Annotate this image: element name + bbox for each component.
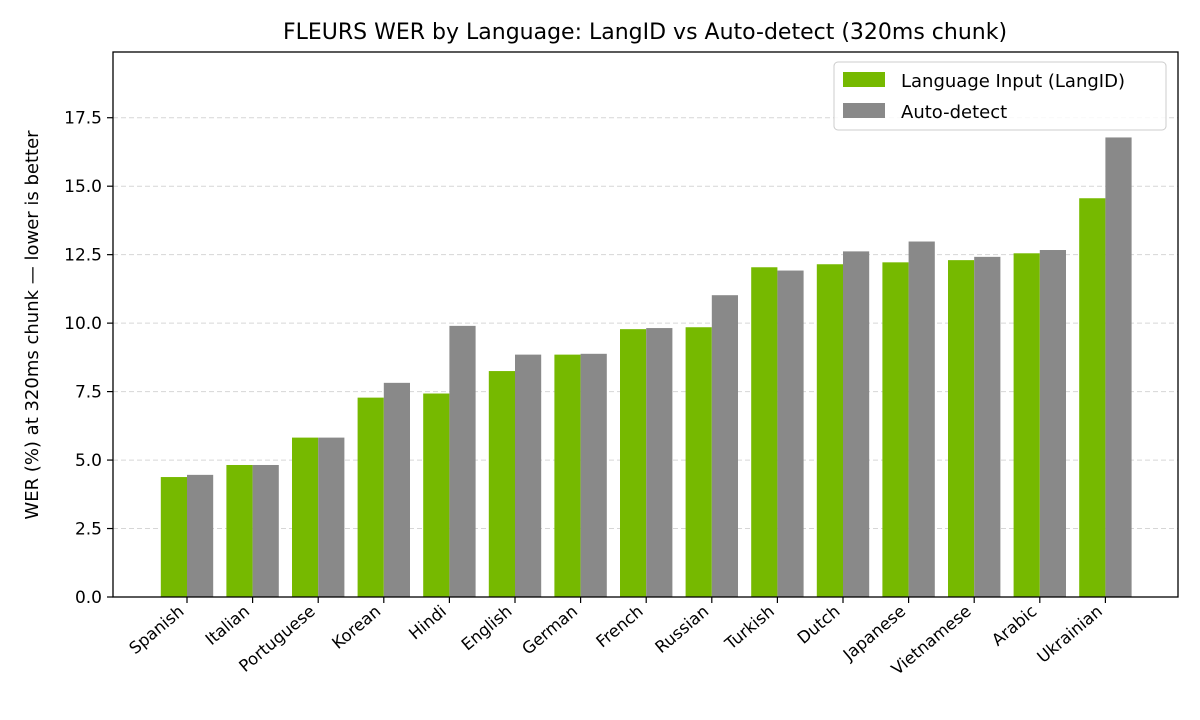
- bars: [160, 137, 1132, 598]
- bar-langid: [1079, 198, 1106, 598]
- bar-langid: [882, 262, 909, 597]
- bar-langid: [1013, 253, 1040, 597]
- bar-langid: [948, 260, 975, 597]
- bar-langid: [488, 371, 515, 597]
- legend-box: [833, 61, 1167, 131]
- x-tick-label: Turkish: [721, 602, 778, 654]
- bar-langid: [620, 329, 647, 597]
- bar-auto-detect: [646, 328, 673, 597]
- bar-langid: [816, 264, 843, 597]
- x-tick-label: French: [593, 602, 647, 652]
- bar-auto-detect: [843, 251, 870, 597]
- bar-auto-detect: [252, 464, 279, 597]
- bar-auto-detect: [1105, 137, 1132, 597]
- bar-langid: [423, 393, 450, 597]
- bar-langid: [292, 437, 319, 597]
- bar-auto-detect: [515, 354, 542, 597]
- y-tick-label: 15.0: [64, 177, 102, 197]
- bar-langid: [226, 464, 253, 597]
- x-tick-label: Korean: [328, 602, 384, 653]
- x-tick-label: Arabic: [988, 602, 1040, 650]
- legend: Language Input (LangID) Auto-detect: [833, 61, 1167, 131]
- bar-auto-detect: [383, 382, 410, 597]
- x-tick-label: Dutch: [794, 602, 844, 648]
- legend-swatch-auto-detect: [843, 103, 885, 118]
- y-axis-label: WER (%) at 320ms chunk — lower is better: [22, 130, 43, 520]
- x-tick-label: Spanish: [125, 602, 187, 658]
- x-tick-label: English: [458, 602, 516, 655]
- bar-auto-detect: [1039, 250, 1066, 597]
- x-tick-label: Italian: [202, 602, 253, 649]
- x-tick-label: German: [518, 602, 581, 659]
- bar-langid: [357, 397, 384, 597]
- y-tick-label: 2.5: [75, 520, 102, 540]
- bar-auto-detect: [777, 270, 804, 597]
- bar-auto-detect: [908, 241, 935, 598]
- bar-auto-detect: [711, 295, 738, 597]
- y-tick-label: 17.5: [64, 109, 102, 129]
- bar-langid: [554, 354, 581, 597]
- plot-frame: [112, 51, 1179, 598]
- y-tick-label: 12.5: [64, 246, 102, 266]
- bar-auto-detect: [974, 256, 1001, 597]
- chart-title: FLEURS WER by Language: LangID vs Auto-d…: [283, 20, 1007, 45]
- bar-langid: [160, 477, 187, 597]
- x-tick-label: Russian: [651, 602, 712, 657]
- bar-langid: [685, 327, 712, 597]
- bar-auto-detect: [187, 474, 214, 597]
- y-tick-label: 10.0: [64, 314, 102, 334]
- bar-langid: [751, 267, 778, 597]
- x-tick-label: Hindi: [405, 602, 450, 644]
- legend-label-langid: Language Input (LangID): [901, 71, 1125, 92]
- legend-label-auto-detect: Auto-detect: [901, 102, 1007, 123]
- bar-auto-detect: [318, 437, 345, 597]
- legend-swatch-langid: [843, 72, 885, 87]
- x-tick-label: Ukrainian: [1033, 602, 1106, 667]
- y-tick-label: 7.5: [75, 383, 102, 403]
- bar-auto-detect: [449, 325, 476, 597]
- y-tick-label: 5.0: [75, 451, 102, 471]
- y-tick-label: 0.0: [75, 588, 102, 608]
- bar-auto-detect: [580, 353, 607, 597]
